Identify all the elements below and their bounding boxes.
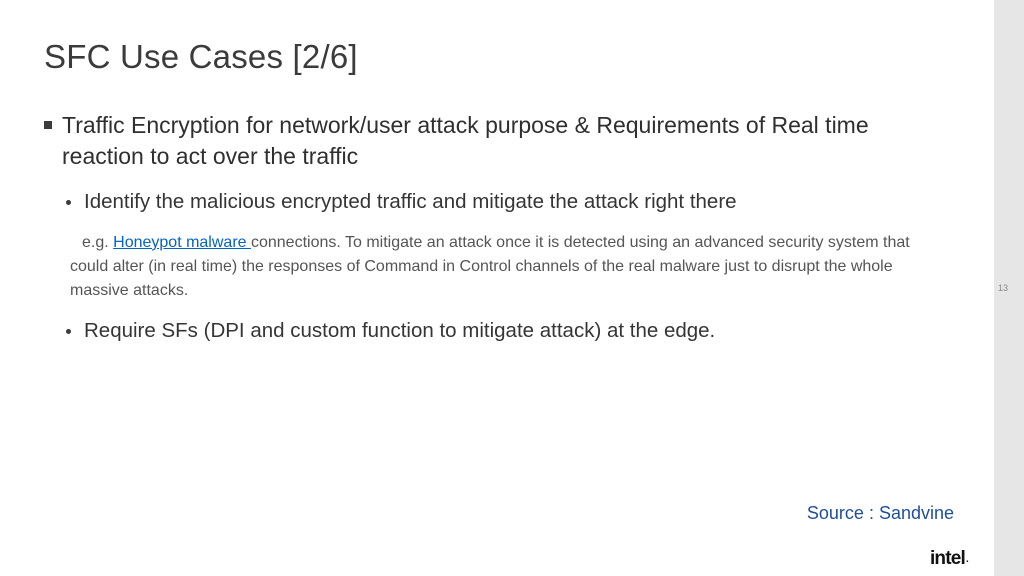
bullet-level2-item1: Identify the malicious encrypted traffic…: [66, 188, 950, 217]
bullet-level2-text: Identify the malicious encrypted traffic…: [84, 190, 737, 213]
bullet-level1-text: Traffic Encryption for network/user atta…: [62, 112, 869, 169]
source-attribution: Source : Sandvine: [807, 503, 954, 524]
slide: SFC Use Cases [2/6] Traffic Encryption f…: [0, 0, 994, 576]
example-note: e.g. Honeypot malware connections. To mi…: [66, 231, 950, 303]
note-prefix: e.g.: [82, 234, 113, 251]
slide-title: SFC Use Cases [2/6]: [44, 38, 950, 76]
honeypot-malware-link[interactable]: Honeypot malware: [113, 234, 251, 251]
logo-dot: .: [966, 554, 968, 565]
bullet-level1: Traffic Encryption for network/user atta…: [44, 110, 950, 172]
intel-logo: intel.: [930, 548, 968, 570]
logo-text: intel: [930, 548, 965, 569]
bullet-level2-item2: Require SFs (DPI and custom function to …: [66, 317, 950, 346]
page-number: 13: [988, 283, 1018, 293]
bullet-level2-text: Require SFs (DPI and custom function to …: [84, 319, 715, 342]
